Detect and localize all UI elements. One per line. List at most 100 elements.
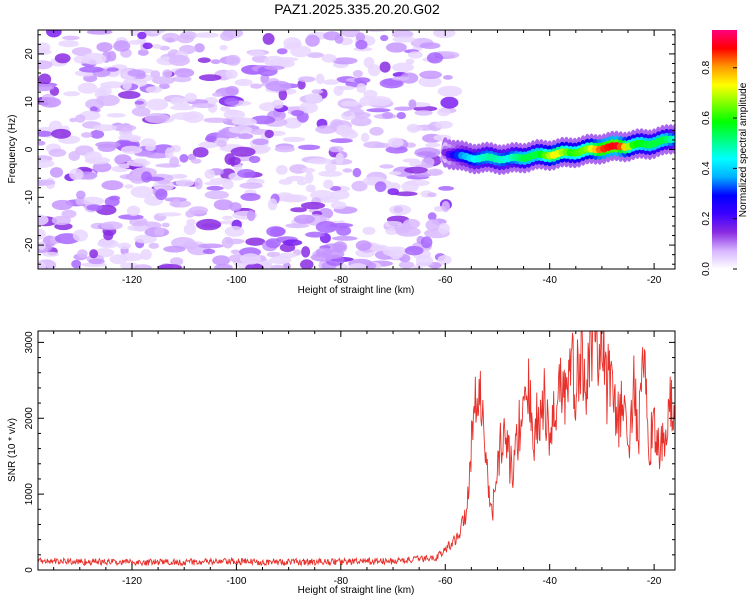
noise-blob bbox=[222, 30, 244, 39]
noise-blob bbox=[414, 110, 433, 116]
noise-blob bbox=[315, 125, 338, 134]
noise-blob bbox=[172, 75, 192, 83]
noise-blob bbox=[112, 124, 137, 132]
noise-blob bbox=[374, 143, 392, 148]
noise-blob bbox=[38, 179, 56, 186]
noise-blob bbox=[71, 47, 92, 56]
noise-blob bbox=[192, 147, 209, 158]
noise-blob bbox=[92, 162, 112, 173]
noise-blob bbox=[340, 30, 361, 38]
noise-blob bbox=[51, 128, 72, 139]
noise-blob bbox=[301, 167, 316, 173]
noise-blob bbox=[185, 210, 195, 218]
noise-blob bbox=[71, 259, 82, 269]
noise-blob bbox=[385, 145, 408, 154]
noise-blob bbox=[240, 193, 261, 201]
noise-blob bbox=[278, 178, 293, 185]
noise-blob bbox=[170, 144, 181, 153]
noise-blob bbox=[291, 110, 305, 117]
noise-blob bbox=[252, 138, 269, 146]
noise-blob bbox=[442, 75, 453, 80]
noise-blob bbox=[38, 241, 46, 250]
noise-blob bbox=[265, 80, 292, 92]
noise-blob bbox=[219, 44, 228, 51]
noise-blob bbox=[89, 106, 98, 112]
noise-blob bbox=[305, 171, 314, 184]
noise-blob bbox=[437, 108, 451, 117]
noise-blob bbox=[46, 30, 62, 38]
noise-blob bbox=[84, 156, 111, 165]
noise-blob bbox=[38, 83, 55, 92]
noise-blob bbox=[38, 60, 53, 70]
noise-blob bbox=[408, 51, 423, 59]
noise-blob bbox=[267, 198, 278, 211]
noise-blob bbox=[120, 145, 143, 155]
snr-series-line bbox=[38, 331, 675, 567]
noise-blob bbox=[381, 111, 394, 119]
noise-blob bbox=[324, 163, 337, 173]
noise-blob bbox=[394, 106, 413, 111]
noise-blob bbox=[127, 224, 149, 232]
noise-blob bbox=[341, 111, 356, 121]
noise-blob bbox=[332, 57, 358, 65]
y-tick-label: -10 bbox=[24, 190, 35, 205]
noise-blob bbox=[212, 92, 223, 97]
noise-blob bbox=[351, 111, 371, 119]
noise-blob bbox=[413, 105, 438, 112]
noise-blob bbox=[97, 239, 119, 249]
noise-blob bbox=[198, 141, 219, 149]
noise-blob bbox=[210, 59, 221, 65]
noise-blob bbox=[157, 179, 171, 185]
noise-blob bbox=[204, 181, 223, 186]
noise-blob bbox=[276, 165, 288, 175]
noise-blob bbox=[315, 196, 340, 203]
noise-blob bbox=[266, 226, 286, 237]
noise-blob bbox=[118, 163, 131, 169]
noise-blob bbox=[127, 69, 146, 77]
x-tick-label: -100 bbox=[226, 275, 246, 286]
noise-blob bbox=[297, 79, 306, 90]
noise-blob bbox=[285, 223, 310, 229]
noise-blob bbox=[237, 169, 256, 178]
noise-blob bbox=[150, 70, 161, 79]
noise-blob bbox=[179, 154, 189, 163]
x-tick-label: -60 bbox=[438, 275, 453, 286]
noise-blob bbox=[126, 159, 151, 167]
noise-blob bbox=[177, 34, 194, 44]
noise-blob bbox=[296, 179, 308, 186]
noise-blob bbox=[198, 74, 222, 81]
noise-blob bbox=[285, 194, 308, 203]
x-tick-label: -100 bbox=[226, 576, 246, 587]
noise-blob bbox=[299, 101, 318, 114]
noise-blob bbox=[335, 152, 344, 165]
noise-blob bbox=[61, 209, 77, 219]
noise-blob bbox=[118, 90, 141, 99]
noise-blob bbox=[194, 43, 205, 53]
noise-blob bbox=[69, 168, 84, 181]
noise-blob bbox=[305, 231, 326, 238]
noise-blob bbox=[39, 97, 62, 108]
noise-blob bbox=[89, 249, 98, 259]
noise-blob bbox=[230, 146, 256, 157]
noise-blob bbox=[58, 40, 79, 48]
noise-blob bbox=[355, 32, 366, 42]
noise-blob bbox=[335, 128, 356, 136]
noise-blob bbox=[305, 93, 323, 103]
noise-blob bbox=[38, 130, 53, 137]
noise-blob bbox=[336, 225, 352, 236]
noise-blob bbox=[355, 39, 368, 50]
noise-blob bbox=[239, 182, 263, 189]
snr-ylabel: SNR (10 * v/v) bbox=[7, 418, 18, 482]
noise-blob bbox=[434, 120, 453, 129]
noise-blob bbox=[142, 42, 153, 50]
noise-blob bbox=[437, 255, 452, 265]
noise-blob bbox=[266, 251, 281, 258]
noise-blob bbox=[425, 219, 440, 231]
noise-blob bbox=[159, 83, 170, 90]
noise-blob bbox=[269, 256, 292, 265]
noise-blob bbox=[174, 68, 195, 78]
y-tick-label: 20 bbox=[24, 48, 35, 60]
noise-blob bbox=[441, 201, 450, 213]
noise-blob bbox=[342, 168, 353, 173]
